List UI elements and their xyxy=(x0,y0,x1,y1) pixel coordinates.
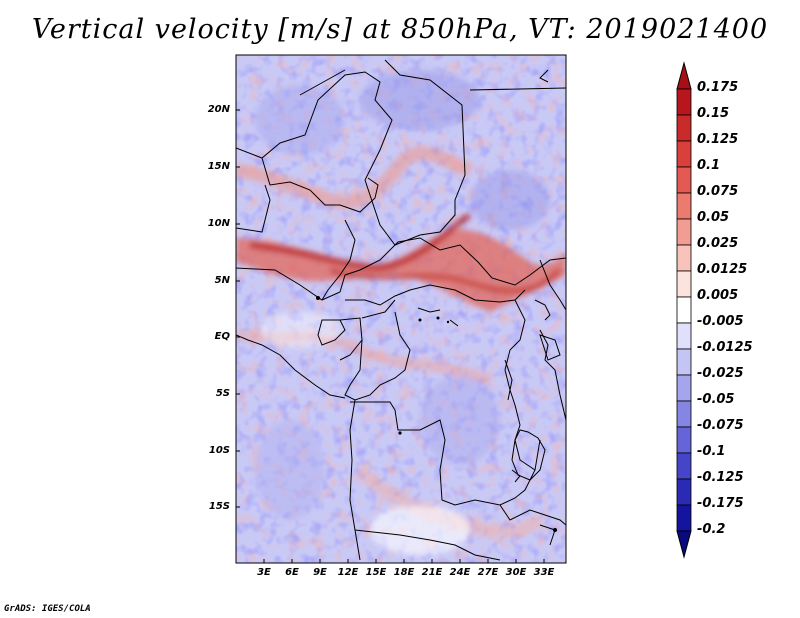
colorbar-label: 0.005 xyxy=(697,288,739,303)
colorbar-label: -0.05 xyxy=(697,392,735,407)
lon-label-3e: 3E xyxy=(257,567,271,578)
lon-label-33e: 33E xyxy=(533,567,555,578)
lon-label-18e: 18E xyxy=(393,567,415,578)
colorbar-segment xyxy=(676,452,692,480)
colorbar-bottom-arrow xyxy=(676,530,692,559)
colorbar-segment xyxy=(676,322,692,350)
lat-label-10n: 10N xyxy=(207,218,230,229)
lat-label-15n: 15N xyxy=(207,161,230,172)
lon-label-6e: 6E xyxy=(285,567,299,578)
velocity-field xyxy=(236,55,566,563)
lon-label-24e: 24E xyxy=(449,567,471,578)
lon-label-27e: 27E xyxy=(477,567,499,578)
colorbar-label: -0.075 xyxy=(697,418,744,433)
colorbar-segment xyxy=(676,426,692,454)
lon-label-15e: 15E xyxy=(365,567,387,578)
lon-label-21e: 21E xyxy=(421,567,443,578)
colorbar-segment xyxy=(676,88,692,116)
lakes xyxy=(316,296,557,532)
colorbar-segment xyxy=(676,114,692,142)
lat-label-5n: 5N xyxy=(214,275,230,286)
colorbar-label: -0.2 xyxy=(697,522,726,537)
lat-label-20n: 20N xyxy=(207,104,230,115)
colorbar-segment xyxy=(676,478,692,506)
colorbar-segment xyxy=(676,270,692,298)
colorbar-label: 0.15 xyxy=(697,106,730,121)
rising-band xyxy=(236,70,566,555)
chart-title: Vertical velocity [m/s] at 850hPa, VT: 2… xyxy=(31,14,769,45)
colorbar-label: 0.025 xyxy=(697,236,739,251)
colorbar-segment xyxy=(676,504,692,532)
colorbar-label: 0.125 xyxy=(697,132,739,147)
colorbar xyxy=(676,61,692,559)
lon-label-9e: 9E xyxy=(313,567,327,578)
colorbar-segment xyxy=(676,348,692,376)
colorbar-label: -0.125 xyxy=(697,470,744,485)
colorbar-top-arrow xyxy=(676,61,692,90)
colorbar-label: 0.0125 xyxy=(697,262,748,277)
colorbar-label: 0.175 xyxy=(697,80,739,95)
colorbar-label: -0.175 xyxy=(697,496,744,511)
colorbar-segment xyxy=(676,218,692,246)
colorbar-label: -0.0125 xyxy=(697,340,753,355)
lon-label-30e: 30E xyxy=(505,567,527,578)
colorbar-label: -0.025 xyxy=(697,366,744,381)
lon-label-12e: 12E xyxy=(337,567,359,578)
map-frame xyxy=(235,54,567,564)
lat-label-eq: EQ xyxy=(214,331,230,342)
colorbar-label: -0.005 xyxy=(697,314,744,329)
colorbar-segment xyxy=(676,400,692,428)
credit-text: GrADS: IGES/COLA xyxy=(4,604,91,614)
colorbar-segment xyxy=(676,166,692,194)
colorbar-segment xyxy=(676,296,692,324)
colorbar-label: 0.1 xyxy=(697,158,721,173)
colorbar-label: 0.075 xyxy=(697,184,739,199)
lat-label-15s: 15S xyxy=(208,501,230,512)
colorbar-label: 0.05 xyxy=(697,210,730,225)
colorbar-segment xyxy=(676,140,692,168)
colorbar-segment xyxy=(676,244,692,272)
axis-ticks xyxy=(236,109,545,563)
colorbar-segment xyxy=(676,192,692,220)
colorbar-segment xyxy=(676,374,692,402)
country-borders xyxy=(236,59,566,561)
colorbar-label: -0.1 xyxy=(697,444,726,459)
lat-label-5s: 5S xyxy=(215,388,230,399)
lat-label-10s: 10S xyxy=(208,445,230,456)
